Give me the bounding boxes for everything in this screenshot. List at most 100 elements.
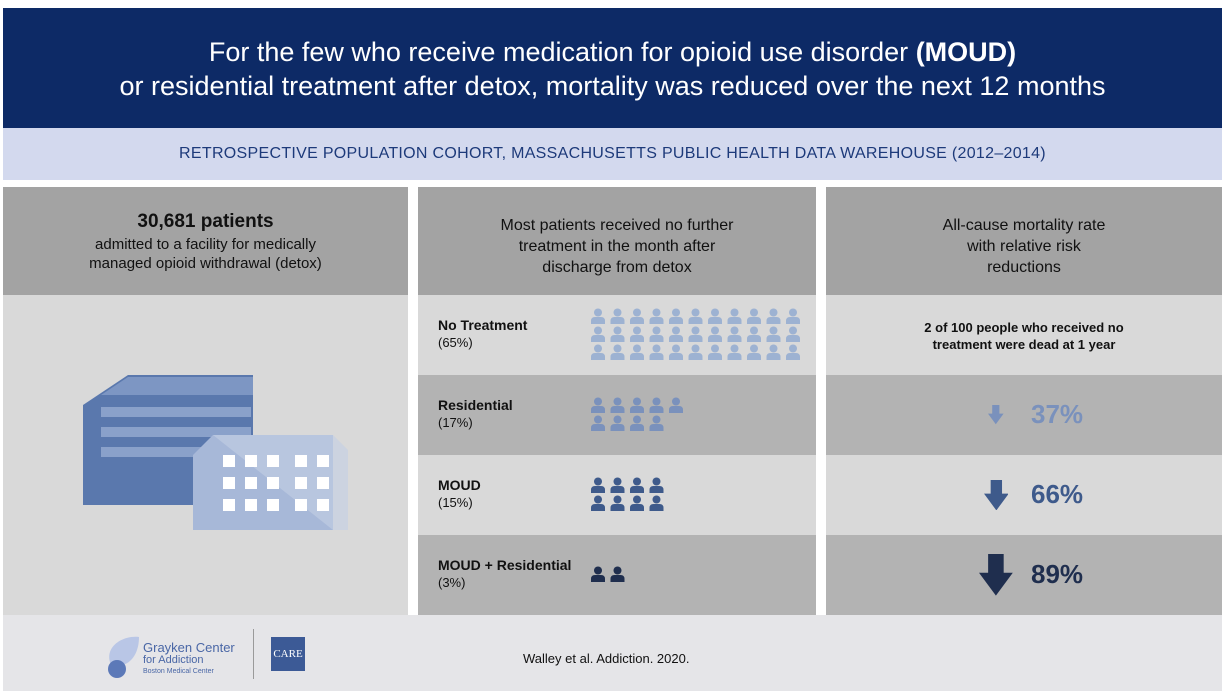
title-bold: (MOUD): [916, 37, 1016, 67]
icon-head: [770, 345, 778, 353]
icon-body: [611, 317, 625, 324]
citation: Walley et al. Addiction. 2020.: [523, 651, 689, 666]
icon-head: [633, 309, 641, 317]
person-icon: [786, 309, 800, 325]
icon-body: [650, 335, 664, 342]
person-icon: [611, 478, 625, 494]
icon-body: [591, 486, 605, 493]
icon-head: [789, 309, 797, 317]
icon-body: [767, 335, 781, 342]
icon-head: [594, 567, 602, 575]
icon-body: [650, 406, 664, 413]
person-icon: [728, 327, 742, 343]
icon-head: [633, 478, 641, 486]
icon-body: [728, 335, 742, 342]
person-icon: [786, 345, 800, 361]
icon-head: [653, 327, 661, 335]
title-line: For the few who receive medication for o…: [3, 35, 1222, 69]
person-icon: [650, 398, 664, 414]
footer: Grayken Center for Addiction Boston Medi…: [3, 615, 1222, 691]
row-name: No Treatment: [438, 317, 527, 333]
icon-body: [728, 353, 742, 360]
person-icon: [650, 327, 664, 343]
icon-body: [591, 504, 605, 511]
person-icon: [708, 345, 722, 361]
icon-head: [672, 327, 680, 335]
icon-head: [614, 327, 622, 335]
divider: [253, 629, 254, 679]
person-icon: [591, 496, 605, 512]
risk-reduction: 37%: [1031, 399, 1083, 430]
icon-body: [689, 335, 703, 342]
icon-body: [630, 406, 644, 413]
icon-body: [767, 317, 781, 324]
person-icon: [650, 478, 664, 494]
pictogram: [590, 397, 688, 433]
icon-body: [591, 406, 605, 413]
icon-head: [633, 345, 641, 353]
pictogram: [590, 477, 668, 513]
icon-head: [750, 327, 758, 335]
icon-head: [633, 398, 641, 406]
icon-head: [633, 327, 641, 335]
icon-head: [614, 567, 622, 575]
icon-body: [669, 353, 683, 360]
icon-body: [689, 353, 703, 360]
person-icon: [747, 345, 761, 361]
icon-head: [731, 345, 739, 353]
icon-head: [594, 327, 602, 335]
person-icon: [728, 309, 742, 325]
icon-body: [591, 317, 605, 324]
person-icon: [591, 309, 605, 325]
arrow-shape: [979, 554, 1013, 596]
icon-body: [786, 353, 800, 360]
icon-body: [591, 353, 605, 360]
icon-head: [594, 496, 602, 504]
icon-body: [630, 504, 644, 511]
row-name: MOUD + Residential: [438, 557, 571, 573]
grayken-logo: Grayken Center for Addiction Boston Medi…: [143, 641, 235, 676]
person-icon: [630, 478, 644, 494]
person-icon: [650, 309, 664, 325]
icon-head: [750, 309, 758, 317]
treatment-row: Residential(17%): [418, 375, 816, 455]
arrow-shape: [984, 480, 1009, 510]
icon-head: [672, 309, 680, 317]
icon-body: [611, 486, 625, 493]
logo-line: Boston Medical Center: [143, 667, 235, 676]
page: {"header": {"title_start": "For the few …: [0, 0, 1225, 691]
treatment-row: MOUD + Residential(3%): [418, 535, 816, 615]
icon-head: [614, 309, 622, 317]
person-icon: [591, 345, 605, 361]
icon-head: [614, 496, 622, 504]
risk-reduction: 66%: [1031, 479, 1083, 510]
icon-head: [614, 398, 622, 406]
icon-body: [650, 353, 664, 360]
person-icon: [689, 309, 703, 325]
person-icon: [611, 309, 625, 325]
row-label: No Treatment(65%): [438, 317, 527, 351]
person-icon: [611, 567, 625, 583]
icon-body: [669, 406, 683, 413]
building-panel: [3, 295, 408, 615]
icon-body: [630, 317, 644, 324]
icon-head: [614, 416, 622, 424]
mortality-row: 89%: [826, 535, 1222, 615]
icon-body: [630, 335, 644, 342]
person-icon: [747, 327, 761, 343]
right-note: 2 of 100 people who received no treatmen…: [909, 319, 1139, 353]
icon-head: [770, 309, 778, 317]
icon-head: [711, 327, 719, 335]
person-icon: [689, 327, 703, 343]
icon-body: [611, 575, 625, 582]
icon-body: [747, 335, 761, 342]
treatment-row: MOUD(15%): [418, 455, 816, 535]
icon-body: [630, 353, 644, 360]
mortality-row: 66%: [826, 455, 1222, 535]
mortality-row: 37%: [826, 375, 1222, 455]
down-arrow: [984, 480, 1009, 510]
icon-head: [692, 327, 700, 335]
icon-body: [591, 335, 605, 342]
icon-body: [650, 317, 664, 324]
icon-body: [650, 504, 664, 511]
